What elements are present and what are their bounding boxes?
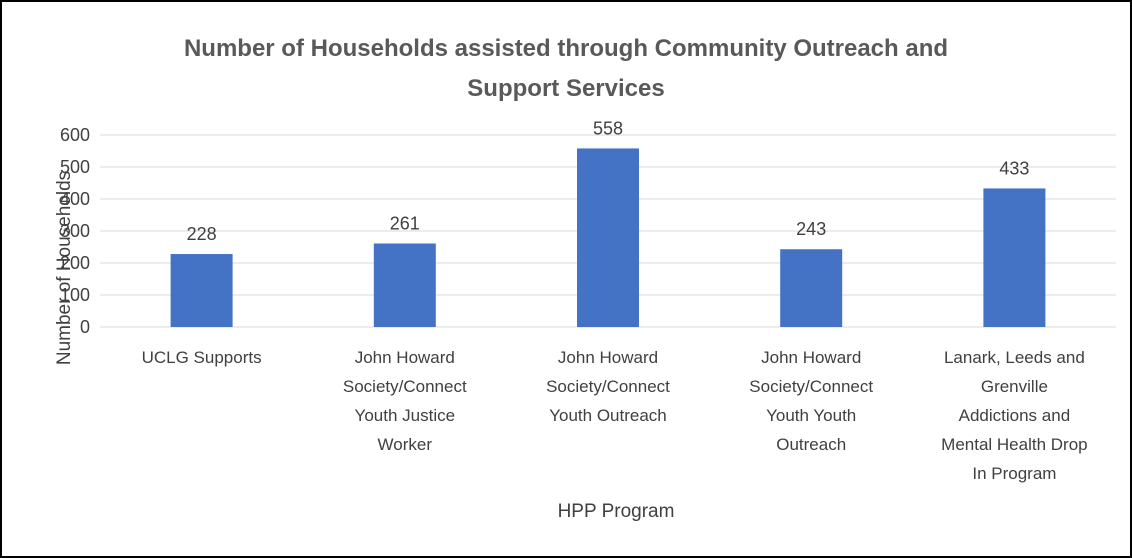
- x-category-label-line: Society/Connect: [749, 377, 873, 396]
- bar: [983, 188, 1046, 327]
- y-tick-label: 600: [60, 125, 90, 145]
- data-label: 261: [390, 213, 420, 233]
- x-category-label-line: Youth Justice: [355, 406, 456, 425]
- y-tick-label: 400: [60, 189, 90, 209]
- x-category-label: John Howard Society/Connect Youth Youth Out…: [749, 348, 873, 454]
- x-category-label-line: Lanark, Leeds and: [944, 348, 1085, 367]
- x-category-label-line: John Howard: [558, 348, 658, 367]
- x-category-label: John Howard Society/Connect Youth Justice W…: [343, 348, 467, 454]
- x-category-label: UCLG Supports: [142, 348, 262, 367]
- data-label: 558: [593, 118, 623, 138]
- x-category-label-line: Mental Health Drop: [941, 435, 1087, 454]
- y-tick-label: 0: [80, 317, 90, 337]
- bar: [780, 249, 843, 327]
- data-label: 243: [796, 219, 826, 239]
- bar: [373, 243, 436, 327]
- bar: [577, 148, 639, 327]
- x-category-label-line: Youth Outreach: [549, 406, 667, 425]
- x-category-label-line: Society/Connect: [343, 377, 467, 396]
- x-category-label-line: Grenville: [981, 377, 1048, 396]
- bars: [170, 148, 1046, 327]
- y-tick-label: 100: [60, 285, 90, 305]
- x-category-label-line: In Program: [972, 464, 1056, 483]
- x-category-label: John Howard Society/Connect Youth Outreach: [546, 348, 670, 425]
- data-label: 228: [187, 224, 217, 244]
- data-labels: 228 261 558 243 433: [187, 118, 1030, 244]
- x-category-label-line: John Howard: [355, 348, 455, 367]
- y-tick-label: 300: [60, 221, 90, 241]
- x-category-label-line: Youth Youth: [766, 406, 856, 425]
- chart-title-line-1: Number of Households assisted through Co…: [184, 35, 948, 62]
- y-axis-tick-labels: 0 100 200 300 400 500 600: [60, 125, 90, 337]
- x-category-label-line: Outreach: [776, 435, 846, 454]
- x-category-label-line: John Howard: [761, 348, 861, 367]
- x-category-label-line: Addictions and: [959, 406, 1071, 425]
- chart-title-line-2: Support Services: [467, 75, 664, 102]
- bar: [170, 254, 233, 327]
- y-tick-label: 200: [60, 253, 90, 273]
- chart-title: Number of Households assisted through Co…: [184, 35, 948, 102]
- x-category-label-line: Society/Connect: [546, 377, 670, 396]
- x-category-label-line: UCLG Supports: [142, 348, 262, 367]
- data-label: 433: [999, 158, 1029, 178]
- x-axis-title: HPP Program: [558, 501, 675, 522]
- x-category-label-line: Worker: [378, 435, 433, 454]
- x-category-label: Lanark, Leeds and Grenville Addictions and…: [941, 348, 1087, 483]
- y-tick-label: 500: [60, 157, 90, 177]
- y-axis-title: Number of Households: [54, 171, 75, 365]
- x-axis-category-labels: UCLG Supports John Howard Society/Connect Y…: [142, 348, 1088, 483]
